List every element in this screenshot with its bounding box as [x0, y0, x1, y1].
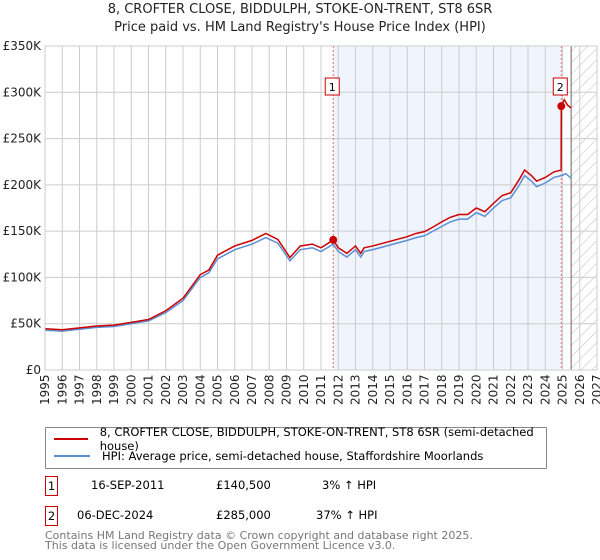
plot-area: 1995 1996 1997 1998 1999 2000 2001 2002 2003 2004…: [3, 39, 600, 405]
legend-item-hpi: HPI: Average price, semi-detached house,…: [54, 449, 483, 463]
x-tick-label: 2027: [590, 374, 600, 405]
x-tick-label: 2012: [331, 374, 345, 405]
x-tick-label: 2009: [280, 374, 294, 405]
x-tick-label: 2024: [538, 374, 552, 405]
x-tick-label: 2016: [400, 374, 414, 405]
legend-label: HPI: Average price, semi-detached house,…: [102, 449, 484, 463]
annotation-box: [552, 77, 568, 96]
x-tick-label: 1996: [55, 374, 69, 405]
y-tick-label: £200K: [3, 178, 43, 192]
x-tick-label: 2010: [297, 374, 311, 405]
x-tick-label: 2025: [556, 374, 570, 405]
annotation-label: 2: [557, 81, 564, 94]
x-tick-label: 2008: [262, 374, 276, 405]
x-tick-label: 2003: [176, 374, 190, 405]
footer: Contains HM Land Registry data © Crown c…: [45, 529, 473, 552]
sale-marker-badge: 2: [45, 506, 58, 526]
legend-swatch-blue: [54, 455, 90, 457]
legend-item-property: 8, CROFTER CLOSE, BIDDULPH, STOKE-ON-TRE…: [54, 425, 546, 453]
sale-row: 2 06-DEC-2024 £285,000 37% ↑ HPI: [45, 506, 600, 526]
sale-hpi-diff: 3% ↑ HPI: [322, 478, 377, 492]
legend-label: 8, CROFTER CLOSE, BIDDULPH, STOKE-ON-TRE…: [99, 425, 534, 453]
x-tick-label: 2019: [452, 374, 466, 405]
y-tick-label: £100K: [3, 270, 43, 284]
hpi-series-line: [44, 172, 572, 332]
sale-hpi-diff: 37% ↑ HPI: [316, 508, 378, 522]
y-tick-label: £0: [26, 363, 41, 377]
x-tick-label: 1999: [107, 374, 121, 405]
x-tick-label: 1997: [73, 374, 87, 405]
forecast-hatch: [571, 46, 597, 370]
x-tick-label: 2026: [573, 374, 587, 405]
x-tick-label: 2014: [366, 374, 380, 405]
sale-point: [329, 235, 338, 244]
sale-price: £140,500: [216, 478, 271, 492]
annotation-label: 1: [329, 81, 336, 94]
x-tick-label: 2022: [504, 374, 518, 405]
y-tick-label: £150K: [3, 224, 43, 238]
x-tick-label: 2005: [211, 374, 225, 405]
property-series-line: [44, 98, 572, 331]
plot-border: [44, 45, 598, 371]
x-tick-label: 2001: [142, 374, 156, 405]
x-tick-label: 2020: [469, 374, 483, 405]
sale-row: 1 16-SEP-2011 £140,500 3% ↑ HPI: [45, 476, 600, 496]
x-tick-label: 2013: [349, 374, 363, 405]
x-tick-label: 2002: [159, 374, 173, 405]
x-tick-label: 2000: [124, 374, 138, 405]
chart-subtitle: Price paid vs. HM Land Registry's House …: [114, 20, 486, 35]
shaded-ownership-region: [333, 46, 562, 370]
x-tick-label: 2011: [314, 374, 328, 405]
x-tick-label: 2018: [435, 374, 449, 405]
x-tick-label: 2015: [383, 374, 397, 405]
y-tick-label: £350K: [3, 39, 43, 53]
sale-point: [557, 102, 566, 111]
y-tick-label: £50K: [10, 317, 42, 331]
x-tick-label: 1995: [38, 374, 52, 405]
y-tick-label: £300K: [3, 85, 43, 99]
sale-date: 06-DEC-2024: [77, 508, 154, 522]
x-tick-label: 2004: [193, 374, 207, 405]
legend-swatch-red: [54, 438, 88, 440]
x-tick-label: 2023: [521, 374, 535, 405]
footer-line: This data is licensed under the Open Gov…: [45, 539, 396, 552]
sale-marker-badge: 1: [45, 476, 58, 496]
legend: 8, CROFTER CLOSE, BIDDULPH, STOKE-ON-TRE…: [45, 425, 547, 469]
footer-line: Contains HM Land Registry data © Crown c…: [45, 529, 473, 542]
chart-title: 8, CROFTER CLOSE, BIDDULPH, STOKE-ON-TRE…: [107, 2, 493, 17]
x-tick-label: 1998: [90, 374, 104, 405]
x-tick-label: 2007: [245, 374, 259, 405]
x-tick-label: 2017: [418, 374, 432, 405]
sale-price: £285,000: [216, 508, 271, 522]
sale-date: 16-SEP-2011: [91, 478, 165, 492]
x-tick-label: 2021: [487, 374, 501, 405]
y-tick-label: £250K: [3, 132, 43, 146]
x-tick-label: 2006: [228, 374, 242, 405]
annotation-box: [324, 77, 340, 96]
